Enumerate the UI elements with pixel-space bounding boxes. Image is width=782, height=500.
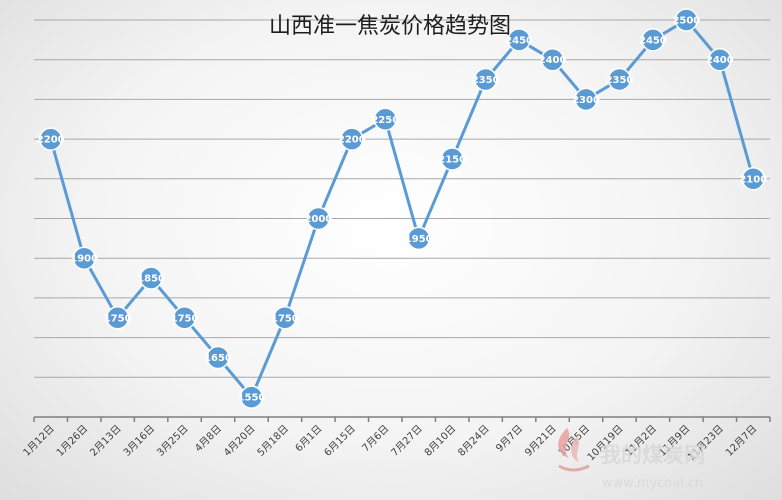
data-point — [172, 306, 197, 330]
data-label: 2400 — [539, 55, 567, 66]
data-point — [406, 226, 431, 251]
data-label: 2250 — [371, 115, 399, 126]
data-label: 1750 — [271, 313, 299, 324]
data-point — [38, 127, 63, 151]
data-point — [373, 107, 398, 131]
data-label: 2350 — [472, 75, 500, 86]
data-label: 2150 — [438, 154, 466, 165]
x-tick-label: 4月20日 — [221, 423, 257, 459]
data-labels: 2200 1900 1750 1850 1750 1650 1550 1750 2000 2200… — [37, 16, 767, 404]
x-tick-label: 6月15日 — [322, 423, 358, 459]
data-point — [440, 147, 464, 171]
data-label: 1650 — [204, 353, 232, 364]
gridlines — [33, 19, 771, 422]
data-point — [239, 385, 264, 409]
x-tick-label: 5月18日 — [255, 423, 291, 459]
x-tick-label: 1月26日 — [54, 423, 90, 459]
data-point — [473, 67, 498, 92]
data-label: 2400 — [706, 55, 734, 66]
data-point — [206, 345, 230, 370]
data-label: 2500 — [672, 16, 700, 27]
x-tick-label: 8月10日 — [422, 423, 458, 459]
data-point — [340, 127, 364, 151]
data-label: 2350 — [606, 75, 634, 86]
x-tick-label: 2月13日 — [88, 423, 124, 459]
data-point — [741, 167, 766, 191]
watermark-name: 我的煤炭网 — [600, 443, 705, 467]
x-tick-label: 9月7日 — [494, 423, 526, 455]
x-tick-label: 1月12日 — [21, 423, 57, 459]
x-tick-label: 9月21日 — [523, 423, 559, 459]
x-tick-label: 7月27日 — [389, 423, 425, 459]
data-label: 2200 — [37, 135, 65, 146]
x-tick-label: 4月8日 — [192, 423, 224, 455]
data-label: 1900 — [70, 254, 98, 265]
data-point — [674, 8, 699, 32]
data-label: 1750 — [104, 313, 132, 324]
data-point — [540, 47, 565, 72]
data-label: 1550 — [238, 393, 266, 404]
data-label: 2450 — [639, 35, 667, 46]
data-point — [708, 47, 732, 72]
watermark-url: www.mycoal.cn — [602, 476, 703, 491]
data-point — [72, 246, 96, 270]
x-tick-label: 8月24日 — [456, 423, 492, 459]
series-line — [49, 18, 755, 399]
data-label: 2100 — [739, 174, 767, 185]
data-point — [139, 266, 163, 290]
data-points — [38, 8, 766, 409]
data-label: 1750 — [171, 313, 199, 324]
data-label: 2300 — [572, 95, 600, 106]
data-point — [641, 28, 665, 52]
data-point — [607, 67, 632, 92]
data-point — [273, 306, 297, 330]
data-label: 2000 — [304, 214, 332, 225]
data-label: 1950 — [405, 234, 433, 245]
chart-title: 山西准一焦炭价格趋势图 — [269, 14, 511, 39]
data-label: 2450 — [505, 35, 533, 46]
x-tick-label: 6月1日 — [293, 423, 325, 455]
data-label: 2200 — [338, 135, 366, 146]
flame-logo-icon — [558, 428, 590, 472]
data-point — [507, 28, 531, 52]
data-point — [105, 306, 130, 330]
watermark: 我的煤炭网 www.mycoal.cn — [558, 428, 705, 491]
x-tick-label: 3月16日 — [121, 423, 157, 459]
data-point — [574, 87, 598, 112]
x-tick-label: 3月25日 — [155, 423, 191, 459]
x-tick-label: 7月6日 — [360, 423, 392, 455]
data-point — [306, 206, 331, 231]
x-tick-label: 12月7日 — [723, 423, 759, 459]
data-label: 1850 — [137, 274, 165, 285]
